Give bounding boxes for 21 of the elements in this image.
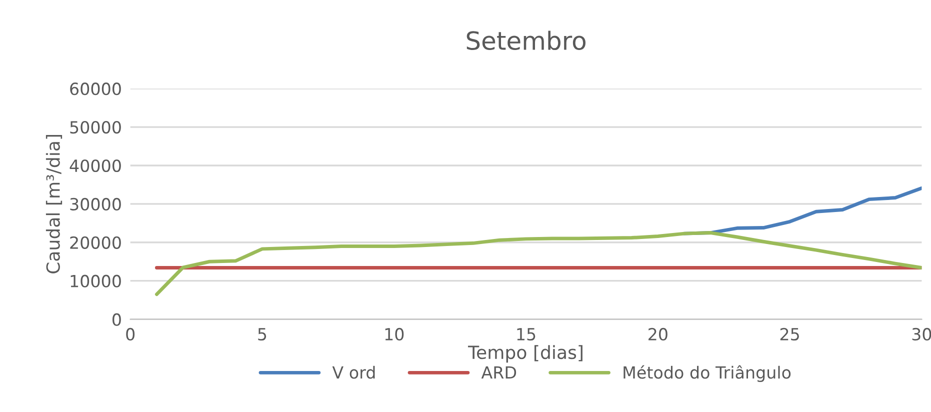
x-tick-label: 15 (517, 328, 536, 341)
y-axis-title: Caudal [m³/dia] (46, 135, 62, 274)
y-tick-label: 30000 (70, 198, 121, 211)
x-tick-label: 30 (912, 328, 931, 341)
y-tick-label: 20000 (70, 236, 121, 249)
line-series (154, 231, 922, 296)
x-tick-label: 25 (780, 328, 799, 341)
chart-title: Setembro (466, 30, 586, 50)
x-tick-label: 5 (258, 328, 266, 341)
legend-label: V ord (332, 366, 375, 379)
y-tick-label: 50000 (70, 120, 121, 134)
x-axis-title: Tempo [dias] (468, 345, 582, 363)
y-tick-label: 0 (112, 313, 121, 326)
y-tick-label: 10000 (70, 274, 121, 288)
legend-label: ARD (481, 366, 516, 379)
y-tick-label: 40000 (70, 159, 121, 172)
y-tick-label: 60000 (70, 82, 121, 96)
legend-label: Método do Triângulo (624, 365, 791, 382)
x-tick-label: 20 (648, 328, 668, 341)
x-tick-label: 10 (385, 328, 404, 341)
x-tick-label: 0 (126, 328, 135, 341)
